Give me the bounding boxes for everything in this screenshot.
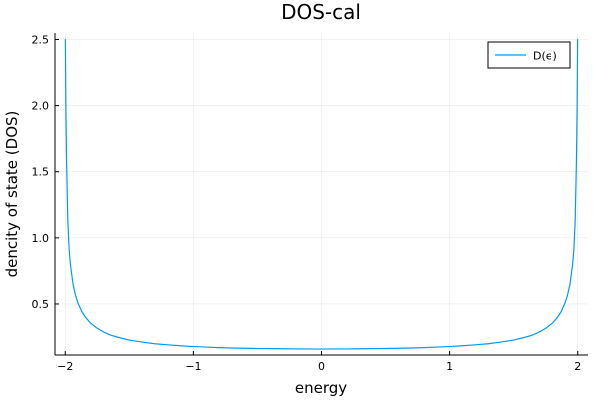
- y-tick-label: 2.5: [32, 33, 50, 46]
- x-tick-label: 1: [446, 360, 453, 373]
- dos-series-line: [64, 38, 579, 350]
- y-tick-label: 2.0: [32, 100, 50, 113]
- axes-layer: −2 −1 0 1 2 0.5 1.0 1.5 2.0 2.5: [32, 33, 588, 373]
- x-axis-label: energy: [295, 379, 347, 397]
- grid-layer: [55, 33, 588, 355]
- x-tick-label: −1: [185, 360, 201, 373]
- legend: D(ϵ): [487, 41, 571, 69]
- chart-title: DOS-cal: [281, 0, 361, 24]
- y-tick-label: 1.5: [32, 166, 50, 179]
- series-layer: [64, 38, 579, 350]
- y-tick-label: 1.0: [32, 232, 50, 245]
- y-tick-label: 0.5: [32, 298, 50, 311]
- x-tick-label: 0: [318, 360, 325, 373]
- y-axis-label: dencity of state (DOS): [3, 111, 21, 278]
- legend-label: D(ϵ): [533, 50, 557, 63]
- x-tick-label: −2: [57, 360, 73, 373]
- x-tick-label: 2: [574, 360, 581, 373]
